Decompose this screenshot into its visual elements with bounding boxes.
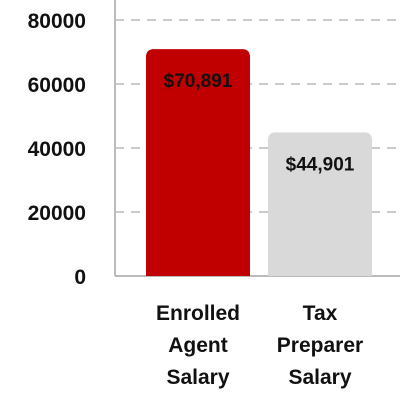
x-category-label: Salary — [166, 366, 229, 389]
x-category-label: Preparer — [277, 334, 363, 357]
x-category-label: Salary — [288, 366, 351, 389]
x-category-label: Agent — [168, 334, 228, 357]
data-label: $70,891 — [164, 71, 233, 92]
bars — [146, 49, 372, 276]
labels: 0 20000 40000 60000 80000 $70,891 Enrolled Agen… — [28, 10, 364, 389]
y-tick-label: 0 — [74, 266, 86, 289]
x-category-label: Enrolled — [156, 302, 240, 325]
bar — [146, 49, 250, 276]
data-label: $44,901 — [286, 154, 355, 175]
x-category-label: Tax — [303, 302, 338, 325]
y-tick-label: 80000 — [28, 10, 86, 33]
y-tick-label: 60000 — [28, 74, 86, 97]
y-tick-label: 20000 — [28, 202, 86, 225]
bar — [268, 132, 372, 276]
y-tick-label: 40000 — [28, 138, 86, 161]
